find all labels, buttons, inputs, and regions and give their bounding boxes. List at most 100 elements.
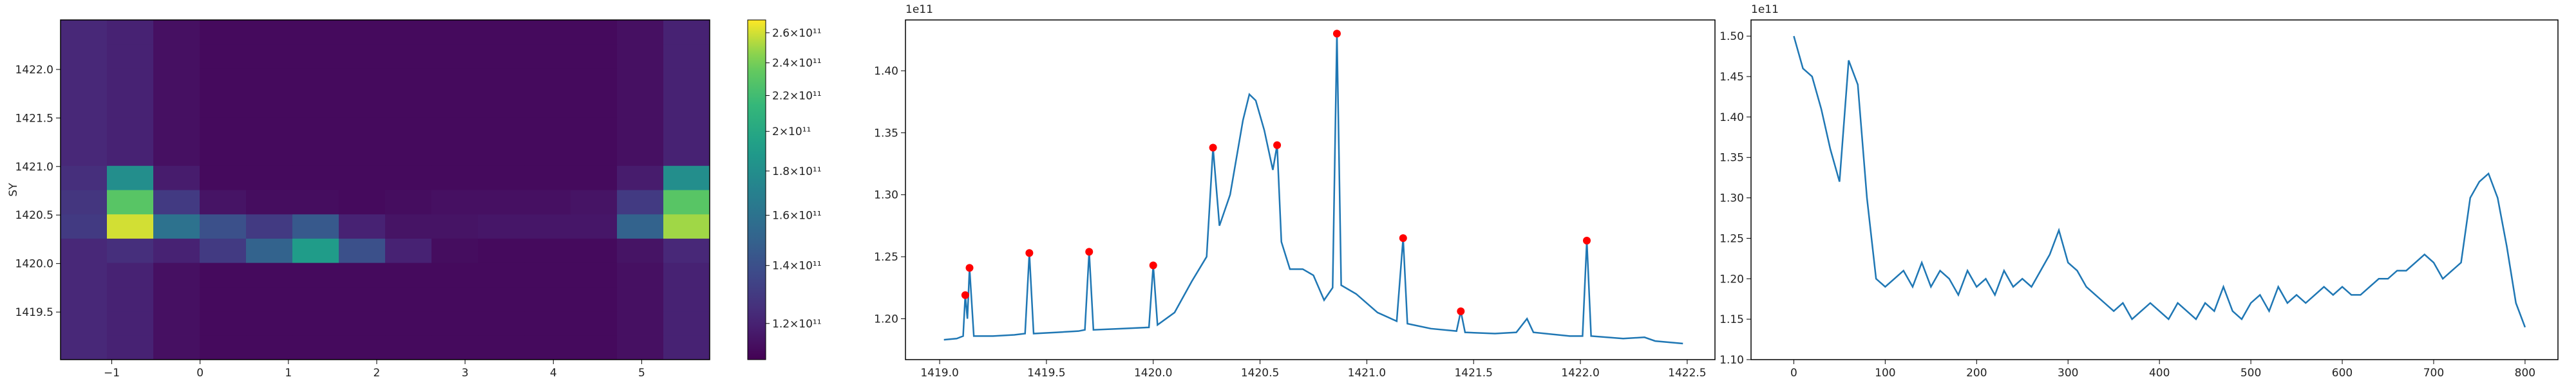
heatmap-cell	[385, 190, 432, 215]
heatmap-cell	[339, 311, 386, 336]
heatmap-cell	[431, 68, 478, 93]
heatmap-cell	[153, 141, 200, 166]
heatmap-cell	[478, 262, 525, 288]
heatmap-cell	[571, 335, 618, 360]
heatmap-cell	[478, 214, 525, 239]
y-tick-label: 1.35	[874, 127, 898, 140]
x-tick-label: 700	[2423, 367, 2444, 380]
heatmap-cell	[246, 335, 293, 360]
heatmap-cell	[663, 20, 710, 45]
heatmap-cell	[153, 214, 200, 239]
heatmap-cell	[292, 286, 339, 312]
heatmap-cell	[385, 141, 432, 166]
y-tick-label: 1.25	[1719, 232, 1744, 245]
heatmap-cell	[524, 262, 571, 288]
heatmap-cell	[663, 311, 710, 336]
heatmap-cell	[524, 238, 571, 263]
y-tick-label: 1420.0	[15, 258, 53, 271]
x-tick-label: 1420.0	[1134, 367, 1172, 380]
x-tick-label: 4	[550, 367, 557, 380]
heatmap-cell	[478, 44, 525, 69]
heatmap-cell	[246, 262, 293, 288]
heatmap-cell	[107, 311, 154, 336]
heatmap-cell	[663, 44, 710, 69]
heatmap-cell	[431, 214, 478, 239]
heatmap-cell	[107, 335, 154, 360]
peak-marker	[1085, 248, 1094, 256]
peak-marker	[1583, 237, 1591, 245]
heatmap-cell	[571, 286, 618, 312]
x-tick-label: 1421.0	[1348, 367, 1386, 380]
heatmap-cell	[61, 190, 108, 215]
heatmap-cell	[385, 165, 432, 190]
heatmap-cell	[292, 165, 339, 190]
heatmap-cell	[431, 238, 478, 263]
heatmap-cell	[385, 238, 432, 263]
heatmap-cell	[431, 141, 478, 166]
heatmap-cell	[153, 165, 200, 190]
heatmap-cell	[478, 286, 525, 312]
heatmap-cell	[292, 311, 339, 336]
heatmap-cell	[339, 214, 386, 239]
heatmap-cell	[339, 286, 386, 312]
offset-label: 1e11	[1751, 3, 1779, 16]
heatmap-cell	[107, 44, 154, 69]
heatmap-cell	[107, 68, 154, 93]
x-tick-label: 3	[462, 367, 469, 380]
heatmap-cell	[61, 116, 108, 142]
y-tick-label: 1.20	[874, 313, 898, 326]
colorbar-tick-label: 1.2×10¹¹	[772, 318, 822, 331]
heatmap-cell	[571, 190, 618, 215]
heatmap-cell	[385, 286, 432, 312]
heatmap-cell	[339, 44, 386, 69]
heatmap-cell	[571, 20, 618, 45]
heatmap-cell	[617, 286, 664, 312]
colorbar-tick-label: 1.6×10¹¹	[772, 210, 822, 223]
heatmap-cell	[200, 286, 247, 312]
heatmap-cell	[200, 238, 247, 263]
heatmap-cell	[431, 116, 478, 142]
peak-marker	[1025, 249, 1034, 257]
heatmap-cell	[478, 116, 525, 142]
x-tick-label: 1422.0	[1561, 367, 1599, 380]
heatmap-cell	[292, 93, 339, 118]
heatmap-cell	[663, 116, 710, 142]
heatmap-cell	[431, 44, 478, 69]
heatmap-cell	[61, 214, 108, 239]
heatmap-cell	[153, 238, 200, 263]
axes-frame	[60, 19, 710, 360]
heatmap-cell	[431, 20, 478, 45]
colorbar-tick-label: 1.8×10¹¹	[772, 165, 822, 178]
heatmap-cell	[431, 262, 478, 288]
heatmap-cell	[431, 335, 478, 360]
heatmap-cell	[153, 116, 200, 142]
y-tick-label: 1.30	[1719, 192, 1744, 205]
x-tick-label: 0	[1790, 367, 1797, 380]
heatmap-cell	[292, 20, 339, 45]
y-tick-label: 1.30	[874, 189, 898, 202]
colorbar-tick-label: 1.4×10¹¹	[772, 260, 822, 273]
heatmap-cell	[107, 286, 154, 312]
heatmap-cell	[339, 68, 386, 93]
data-line	[1793, 35, 2526, 328]
heatmap-cell	[571, 93, 618, 118]
offset-label: 1e11	[905, 3, 933, 16]
heatmap-cell	[663, 165, 710, 190]
x-tick-label: 1419.5	[1027, 367, 1065, 380]
y-tick-label: 1422.0	[15, 64, 53, 77]
peak-marker	[1149, 261, 1157, 270]
heatmap-cell	[478, 20, 525, 45]
heatmap-cell	[524, 93, 571, 118]
heatmap-cell	[571, 165, 618, 190]
heatmap-cell	[153, 93, 200, 118]
heatmap-cell	[61, 44, 108, 69]
heatmap-cell	[200, 93, 247, 118]
heatmap-cell	[200, 68, 247, 93]
heatmap-cell	[61, 262, 108, 288]
heatmap-cell	[107, 190, 154, 215]
peak-marker	[1332, 30, 1341, 38]
heatmap-cell	[617, 214, 664, 239]
heatmap-cell	[571, 116, 618, 142]
x-tick-label: 1422.5	[1668, 367, 1706, 380]
heatmap-cell	[663, 93, 710, 118]
